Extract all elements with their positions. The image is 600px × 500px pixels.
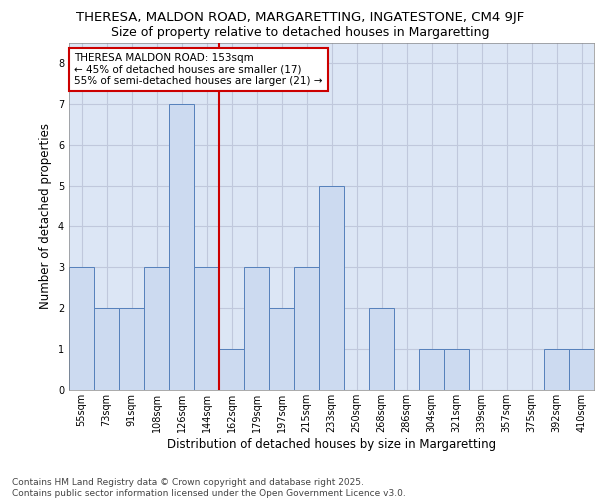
Bar — [269, 308, 294, 390]
Bar — [544, 349, 569, 390]
Bar — [69, 268, 94, 390]
Bar — [94, 308, 119, 390]
Bar — [244, 268, 269, 390]
Bar — [369, 308, 394, 390]
Y-axis label: Number of detached properties: Number of detached properties — [40, 123, 52, 309]
Text: Contains HM Land Registry data © Crown copyright and database right 2025.
Contai: Contains HM Land Registry data © Crown c… — [12, 478, 406, 498]
Bar — [219, 349, 244, 390]
Text: THERESA, MALDON ROAD, MARGARETTING, INGATESTONE, CM4 9JF: THERESA, MALDON ROAD, MARGARETTING, INGA… — [76, 11, 524, 24]
Bar — [294, 268, 319, 390]
Bar — [144, 268, 169, 390]
Bar — [444, 349, 469, 390]
Bar — [169, 104, 194, 390]
Bar — [119, 308, 144, 390]
Bar — [419, 349, 444, 390]
Bar — [569, 349, 594, 390]
Text: Size of property relative to detached houses in Margaretting: Size of property relative to detached ho… — [111, 26, 489, 39]
X-axis label: Distribution of detached houses by size in Margaretting: Distribution of detached houses by size … — [167, 438, 496, 450]
Text: THERESA MALDON ROAD: 153sqm
← 45% of detached houses are smaller (17)
55% of sem: THERESA MALDON ROAD: 153sqm ← 45% of det… — [74, 53, 323, 86]
Bar — [319, 186, 344, 390]
Bar — [194, 268, 219, 390]
